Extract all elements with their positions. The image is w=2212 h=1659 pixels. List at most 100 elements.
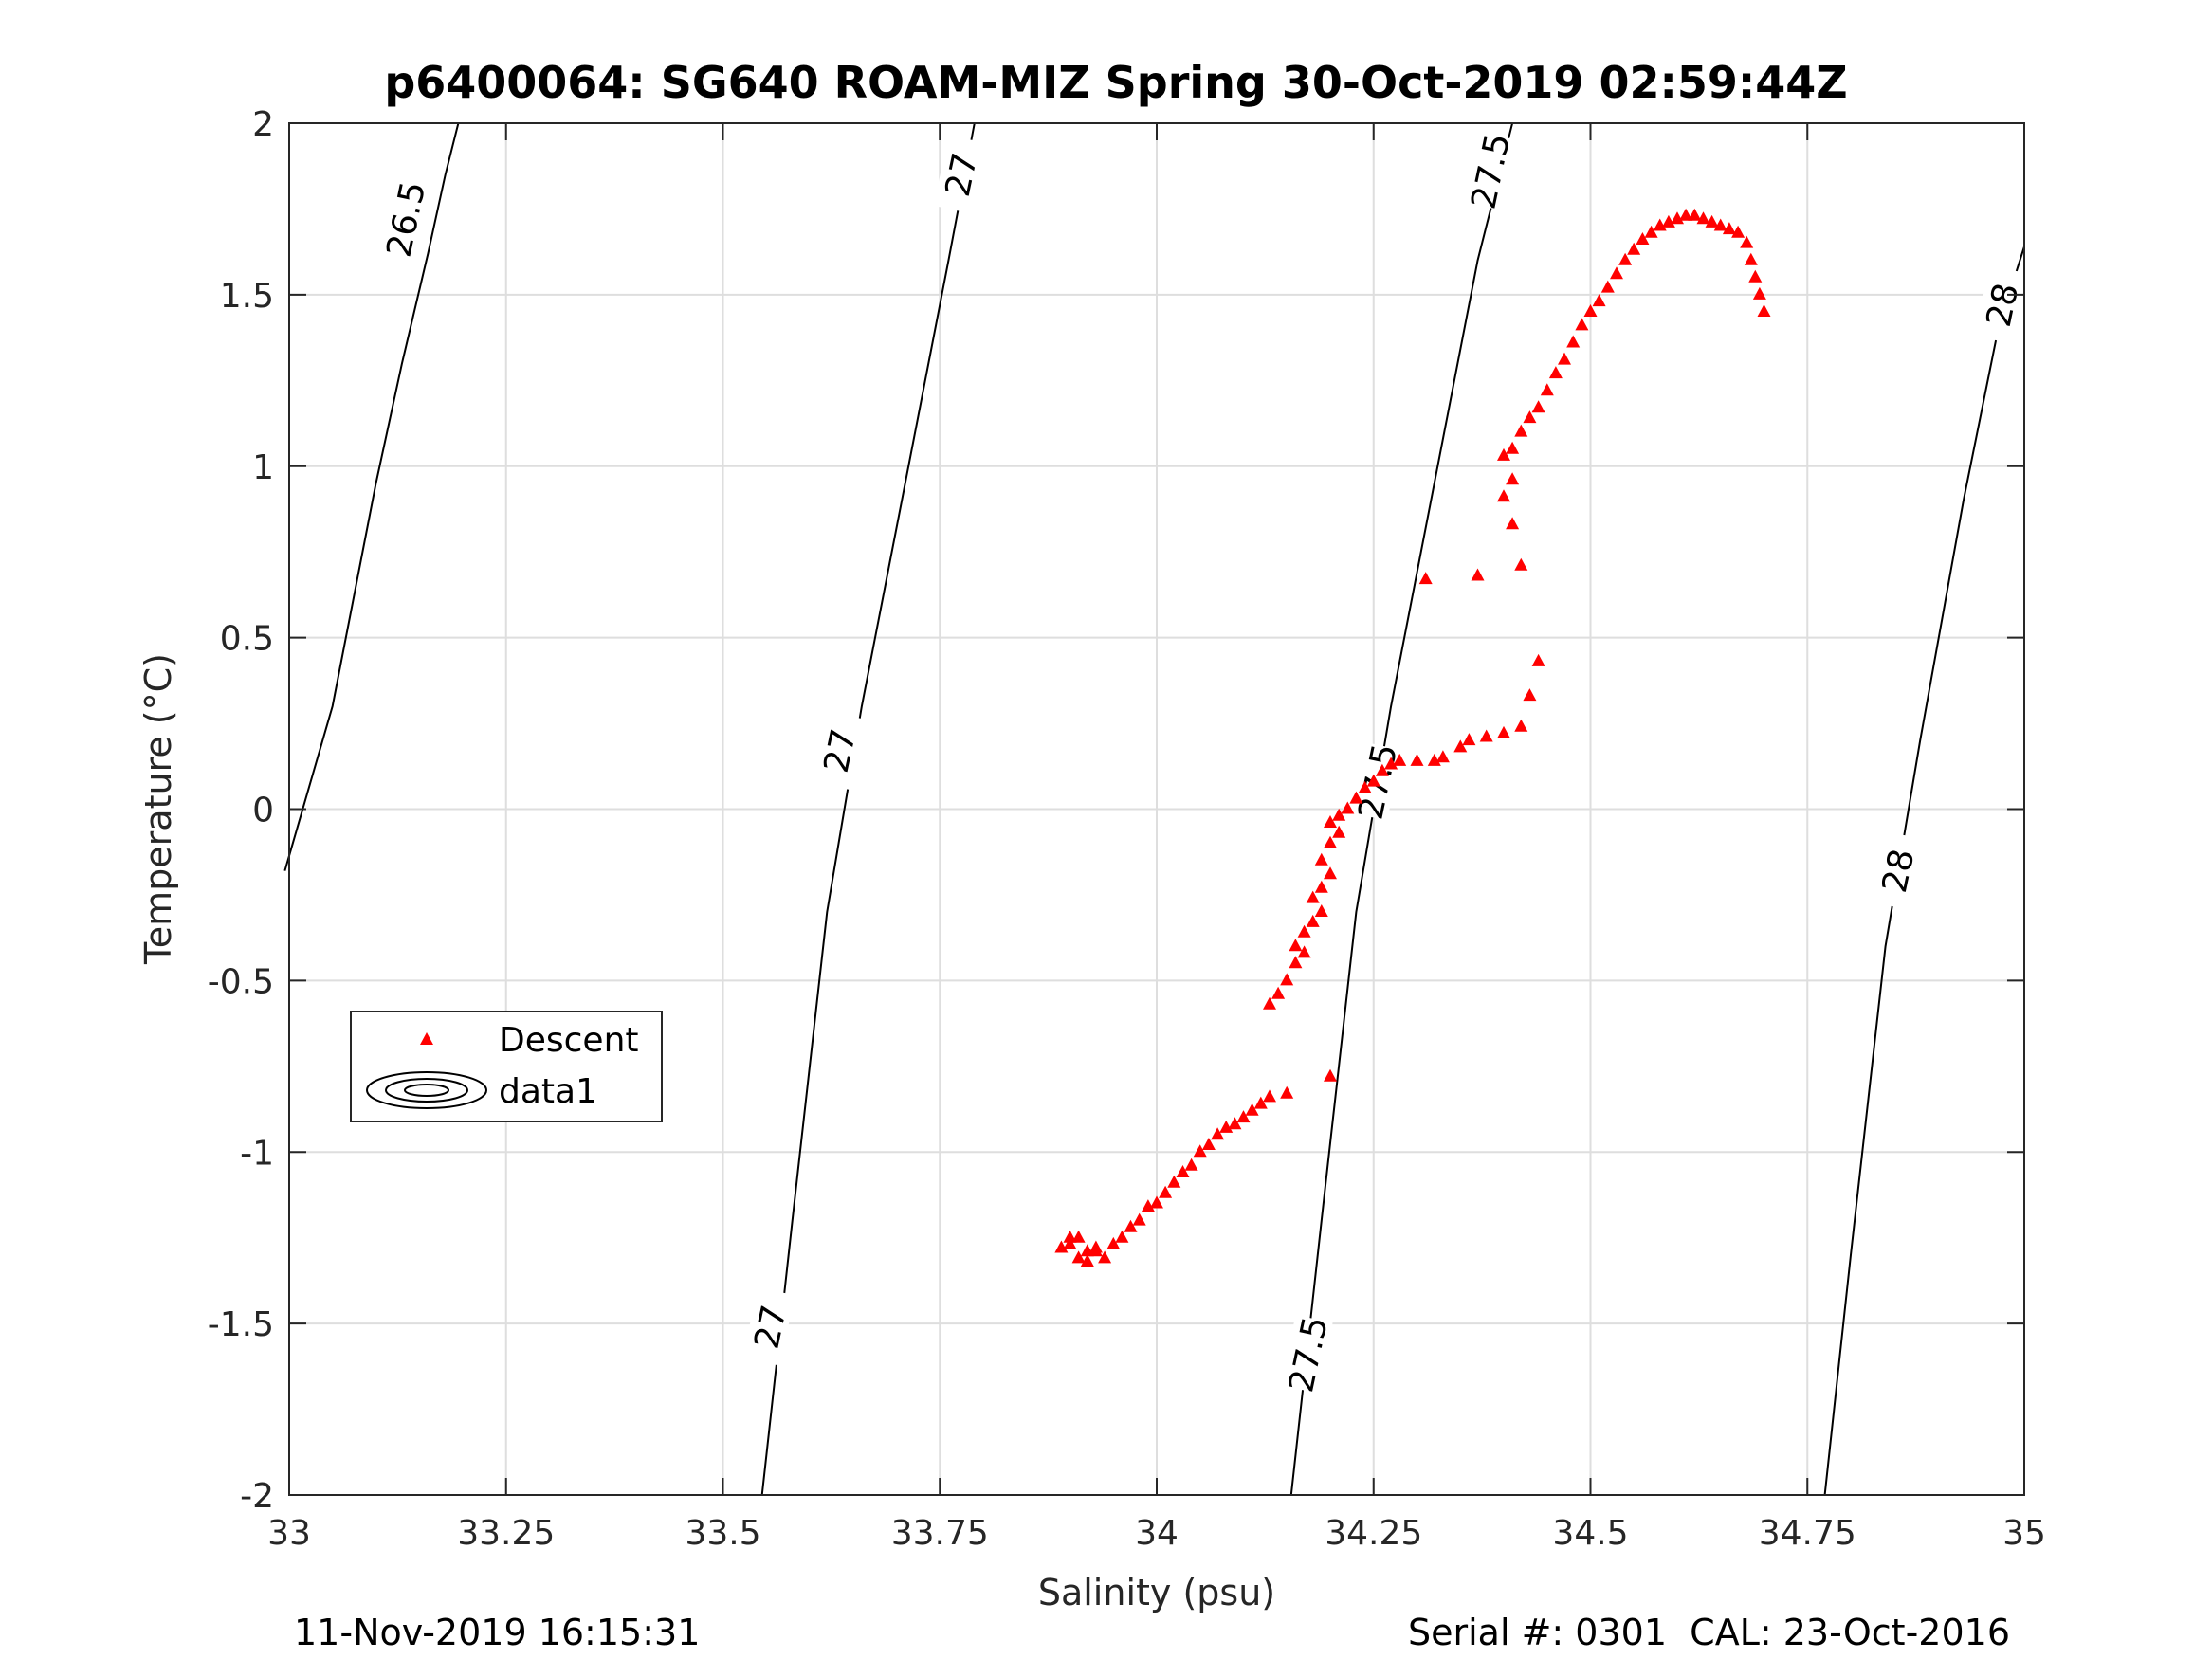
descent-point [1748, 269, 1763, 283]
descent-point [1427, 753, 1441, 766]
contour-label-bg [1870, 830, 1923, 910]
descent-point [1653, 218, 1667, 231]
descent-point [1566, 335, 1581, 348]
legend[interactable]: Descent data1 [350, 1011, 663, 1122]
legend-box [350, 1011, 663, 1122]
descent-point [1679, 208, 1693, 221]
x-axis-ticks: 33 33.25 33.5 33.75 34 34.25 34.5 34.75 35 [267, 123, 2046, 1553]
y-tick-label: -1.5 [208, 1305, 274, 1344]
descent-point [1453, 739, 1468, 753]
x-tick-label: 33.25 [457, 1514, 555, 1553]
footer-serial-cal: Serial #: 0301 CAL: 23-Oct-2016 [1408, 1612, 2010, 1653]
descent-point [1627, 242, 1641, 255]
legend-descent-marker [420, 1032, 433, 1045]
contour-label-bg [1280, 1314, 1333, 1394]
descent-point [1540, 383, 1554, 396]
descent-point [1471, 568, 1485, 581]
descent-point [1688, 208, 1702, 221]
descent-point [1583, 304, 1598, 317]
descent-point [1314, 904, 1328, 917]
descent-point [1159, 1185, 1173, 1198]
descent-point [1497, 447, 1510, 461]
descent-point [1497, 725, 1510, 738]
descent-point [1124, 1219, 1138, 1232]
descent-point [1713, 218, 1728, 231]
legend-data1-contour-icon [366, 1071, 487, 1109]
y-axis-label: Temperature (°C) [137, 653, 179, 965]
descent-point [1506, 441, 1520, 454]
descent-point [1071, 1230, 1086, 1243]
descent-point [1263, 1089, 1276, 1103]
descent-point [1245, 1103, 1259, 1116]
descent-point [1297, 945, 1311, 958]
x-tick-label: 33.75 [891, 1514, 989, 1553]
y-tick-label: -2 [240, 1477, 274, 1516]
descent-point [1523, 410, 1537, 424]
contour-label-text: 27 [747, 1302, 795, 1352]
descent-point [1384, 757, 1398, 770]
descent-point [1211, 1127, 1225, 1140]
y-axis-ticks: 2 1.5 1 0.5 0 -0.5 -1 -1.5 -2 [208, 105, 2024, 1516]
descent-point [1306, 914, 1320, 927]
descent-point [1193, 1144, 1207, 1158]
descent-point [1236, 1110, 1251, 1123]
descent-point [1497, 489, 1510, 502]
contour-label-bg [933, 135, 986, 214]
descent-point [1531, 653, 1545, 666]
descent-point [1228, 1117, 1242, 1130]
descent-point [1098, 1250, 1112, 1264]
descent-point [1600, 280, 1615, 293]
descent-point [1141, 1199, 1155, 1212]
descent-point [1263, 996, 1276, 1010]
contour-label-text: 28 [1980, 280, 2027, 330]
descent-point [1722, 222, 1736, 235]
y-tick-label: 1 [252, 448, 274, 487]
descent-point [1080, 1254, 1094, 1267]
contour-label: 27 [933, 135, 986, 214]
descent-point [1176, 1165, 1190, 1177]
x-tick-label: 34.5 [1552, 1514, 1628, 1553]
descent-point [1752, 286, 1766, 300]
descent-point [1063, 1236, 1077, 1249]
descent-point [1289, 956, 1303, 969]
descent-point [1184, 1158, 1198, 1171]
descent-point [1744, 252, 1758, 265]
descent-point [1644, 225, 1658, 238]
descent-point [1506, 472, 1520, 485]
descent-point [1531, 400, 1545, 413]
descent-point [1332, 808, 1346, 821]
descent-point [1705, 214, 1719, 228]
descent-point [1349, 791, 1363, 804]
contour-line-27-5 [1289, 122, 1514, 1496]
descent-point [1306, 890, 1320, 903]
y-tick-label: 0.5 [220, 620, 274, 659]
descent-point [1740, 235, 1754, 248]
contour-label-bg [378, 179, 431, 259]
x-tick-label: 34.25 [1325, 1514, 1422, 1553]
y-tick-label: 0 [252, 792, 274, 830]
descent-point [1324, 866, 1337, 880]
descent-point [1506, 517, 1520, 530]
contour-label-bg [742, 1286, 795, 1366]
contour-line-26-5 [283, 122, 460, 871]
x-tick-label: 35 [2002, 1514, 2046, 1553]
descent-point [1115, 1230, 1129, 1243]
descent-point [1080, 1244, 1094, 1257]
descent-point [1548, 366, 1563, 379]
chart-title: p6400064: SG640 ROAM-MIZ Spring 30-Oct-2… [384, 57, 1847, 108]
descent-point [1280, 973, 1294, 986]
descent-point [1314, 852, 1328, 866]
x-tick-label: 33 [267, 1514, 311, 1553]
descent-point [1575, 318, 1589, 331]
descent-point [1610, 266, 1623, 280]
descent-point [1280, 1085, 1294, 1099]
descent-point [1514, 424, 1528, 437]
descent-series [1054, 208, 1771, 1267]
descent-point [1341, 801, 1355, 814]
descent-point [1358, 780, 1372, 793]
contour-label: 28 [1974, 264, 2027, 344]
descent-point [1462, 733, 1476, 746]
contour-label-text: 28 [1875, 846, 1923, 896]
